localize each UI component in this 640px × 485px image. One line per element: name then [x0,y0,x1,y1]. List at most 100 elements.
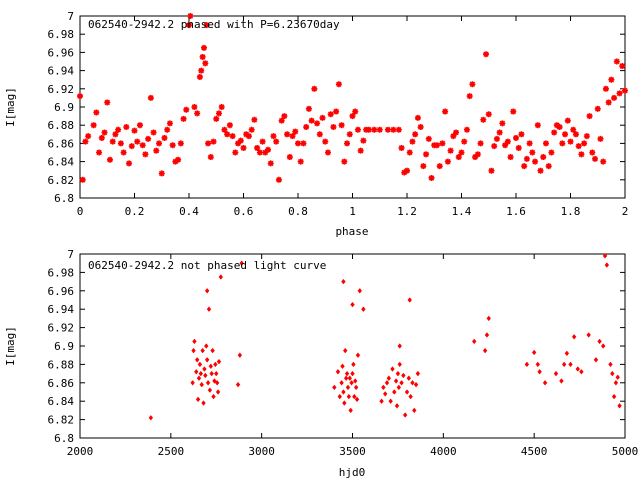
data-point [196,73,203,80]
data-point [134,138,141,145]
data-point [390,366,395,372]
y-tick-label: 6.88 [48,119,75,132]
data-point [194,356,200,363]
data-point [617,402,622,409]
data-point [397,361,402,368]
y-tick-label: 6.8 [54,192,74,205]
y-tick-label: 6.9 [54,340,74,353]
y-tick-label: 7 [67,10,74,23]
x-tick-label: 1.2 [397,205,417,218]
data-point [361,306,366,313]
data-point [148,414,154,421]
data-point [575,143,582,150]
data-point [200,347,205,354]
data-point [381,384,386,391]
data-point [79,176,86,183]
data-point [394,402,400,409]
data-point [425,135,432,142]
data-point [139,142,146,149]
data-point [548,149,555,156]
data-point [192,338,197,345]
data-point [213,361,218,368]
data-point [616,90,623,97]
data-point [251,116,258,123]
data-point [354,126,361,133]
x-tick-label: 4000 [430,445,457,458]
data-point [395,126,402,133]
data-point [300,140,307,147]
data-point [239,260,244,267]
data-point [289,133,296,140]
data-point [109,138,116,145]
data-point [338,122,345,129]
data-point [564,117,571,124]
data-point [357,287,363,294]
data-point [415,370,421,377]
data-point [559,140,566,147]
data-point [447,147,454,154]
data-point [237,352,243,359]
data-point [542,140,549,147]
data-point [131,127,138,134]
data-point [98,134,105,141]
data-point [284,131,291,138]
data-point [281,113,288,120]
data-point [245,133,252,140]
data-point [482,347,488,354]
y-axis-label: I[mag] [4,326,17,366]
data-point [353,384,359,391]
data-point [559,378,564,384]
data-point [461,138,468,145]
x-axis-label: hjd0 [339,466,366,479]
data-point [240,144,247,151]
data-point [209,370,214,377]
data-point [553,370,559,377]
data-point [324,149,331,156]
data-point [593,356,599,363]
y-axis-label: I[mag] [4,87,17,127]
data-point [502,142,509,149]
data-point [611,393,617,400]
y-tick-label: 6.84 [48,395,75,408]
data-point [101,129,108,136]
data-point [553,122,560,129]
data-point [205,140,212,147]
data-point [295,140,301,147]
data-point [523,155,530,162]
data-point [410,379,415,386]
data-point [203,22,210,29]
data-point [571,333,577,340]
data-point [521,163,528,170]
data-point [611,94,618,101]
data-point [208,363,214,370]
data-point [232,149,239,156]
data-point [352,108,359,115]
data-point [166,120,173,127]
data-point [510,108,517,115]
data-point [496,129,503,136]
data-point [112,131,119,138]
data-point [343,375,349,382]
data-point [194,368,199,375]
data-point [332,384,337,391]
data-point [314,120,321,127]
data-point [472,154,479,161]
data-point [354,396,360,403]
data-point [164,126,171,133]
data-point [605,99,612,106]
data-point [156,140,163,147]
data-point [347,375,353,382]
data-point [592,155,599,162]
data-point [404,389,410,395]
data-point [392,389,397,395]
data-point [608,76,615,83]
y-tick-label: 6.92 [48,83,75,96]
data-point [345,384,351,391]
data-point [211,393,216,400]
data-point [201,400,206,406]
data-point [513,134,519,141]
data-point [226,122,233,129]
data-point [202,366,207,372]
